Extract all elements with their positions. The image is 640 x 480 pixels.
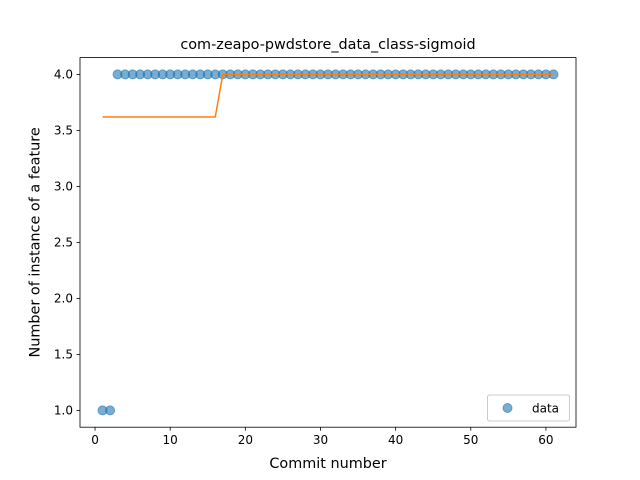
axes-frame [79, 57, 577, 428]
y-tick-label: 4.0 [54, 68, 73, 82]
legend-label-data: data [532, 402, 559, 416]
legend: data [487, 394, 570, 422]
legend-marker-data [502, 403, 513, 413]
y-tick-label: 1.0 [54, 404, 73, 418]
axes-ticks: 0 10 20 30 40 50 60 1.0 1.5 2.0 2.5 3.0 3.5 4.0 [54, 68, 554, 448]
x-tick-label: 20 [238, 433, 253, 447]
legend-box [487, 394, 570, 422]
y-tick-label: 2.0 [54, 292, 73, 306]
x-tick-label: 50 [463, 433, 478, 447]
y-axis-label: Number of instance of a feature [28, 127, 44, 357]
plot-area [97, 69, 559, 416]
x-tick-label: 0 [91, 433, 99, 447]
x-tick-label: 60 [538, 433, 553, 447]
x-tick-label: 40 [388, 433, 403, 447]
data-point [105, 405, 116, 416]
y-tick-label: 3.5 [54, 124, 73, 138]
x-axis-label: Commit number [269, 456, 386, 472]
fit-line [102, 73, 554, 118]
y-tick-label: 1.5 [54, 348, 73, 362]
y-tick-label: 3.0 [54, 180, 73, 194]
x-tick-label: 10 [163, 433, 178, 447]
x-tick-label: 30 [313, 433, 328, 447]
chart-title: com-zeapo-pwdstore_data_class-sigmoid [180, 37, 475, 53]
y-tick-label: 2.5 [54, 236, 73, 250]
